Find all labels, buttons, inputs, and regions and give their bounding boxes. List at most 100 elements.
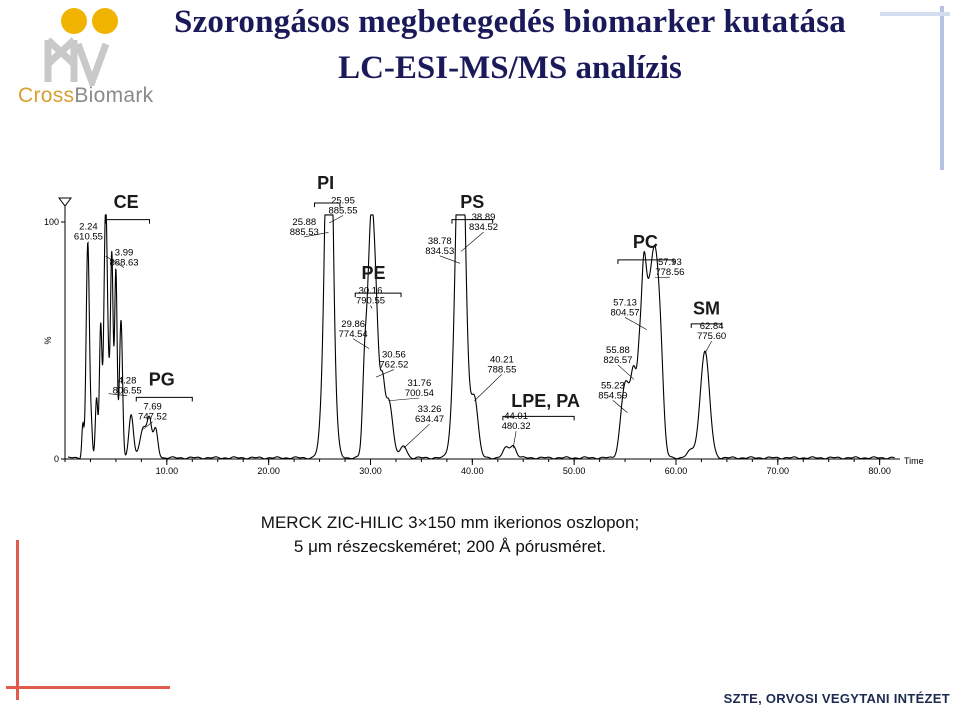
logo-text-cross: Cross <box>18 84 75 107</box>
peak-leader-line <box>143 421 153 430</box>
peak-mz-label: 747.52 <box>138 412 167 423</box>
title-line2: LC-ESI-MS/MS analízis <box>338 50 682 86</box>
class-label: SM <box>693 298 720 318</box>
peak-mz-label: 885.55 <box>328 206 357 217</box>
peak-leader-line <box>403 423 430 449</box>
class-bracket <box>690 323 723 328</box>
peak-leader-line <box>105 255 125 268</box>
class-bracket <box>451 219 494 224</box>
peak-leader-line <box>439 255 460 264</box>
class-bracket <box>502 415 575 421</box>
peak-mz-label: 788.55 <box>487 364 516 375</box>
accent-line-bottom-left-vertical <box>16 540 19 700</box>
peak-leader-line <box>370 305 373 309</box>
peak-rt-label: 62.84 <box>700 321 724 332</box>
peak-mz-label: 806.55 <box>113 386 142 397</box>
class-label: PG <box>149 370 175 390</box>
peak-leader-line <box>460 231 484 252</box>
peak-mz-label: 610.55 <box>74 232 103 243</box>
y-tick-label: 0 <box>54 454 59 464</box>
class-label: PE <box>362 263 386 283</box>
peak-rt-label: 57.93 <box>658 257 682 268</box>
class-label: PC <box>633 232 658 252</box>
x-tick-label: 10.00 <box>156 466 179 476</box>
peak-mz-label: 634.47 <box>415 414 444 425</box>
chromatogram-chart: 0 100% 10.00 20.00 30.00 40.00 50.00 60.00 70.00… <box>43 173 924 476</box>
peak-mz-label: 854.59 <box>598 390 627 401</box>
peak-rt-label: 57.13 <box>613 297 637 308</box>
peak-leader-line <box>108 393 128 396</box>
x-tick-label: 70.00 <box>767 466 790 476</box>
class-label: CE <box>114 192 139 212</box>
accent-line-bottom-left-horizontal <box>6 686 170 689</box>
y-axis-marker-icon <box>58 197 72 212</box>
class-bracket <box>105 219 151 224</box>
x-tick-label: 30.00 <box>359 466 382 476</box>
peak-rt-label: 33.26 <box>418 404 442 415</box>
x-tick-label: 20.00 <box>257 466 280 476</box>
peak-rt-label: 30.16 <box>359 286 383 297</box>
peak-rt-label: 38.89 <box>472 212 496 223</box>
peak-rt-label: 7.69 <box>143 402 162 413</box>
peak-leader-line <box>304 232 329 238</box>
x-tick-label: 40.00 <box>461 466 484 476</box>
chromatogram-trace <box>67 214 895 460</box>
peak-leader-line <box>474 374 503 401</box>
peak-mz-label: 885.53 <box>290 227 319 238</box>
peak-leader-line <box>704 340 712 354</box>
x-tick-label: 60.00 <box>665 466 688 476</box>
peak-rt-label: 25.95 <box>331 196 355 207</box>
peak-leader-line <box>512 431 517 449</box>
peak-mz-label: 888.63 <box>110 258 139 269</box>
caption-line2: 5 μm részecskeméret; 200 Å pórusméret. <box>293 537 607 556</box>
peak-mz-label: 775.60 <box>697 331 726 342</box>
peak-rt-label: 29.86 <box>341 319 365 330</box>
peak-rt-label: 4.28 <box>118 376 137 387</box>
logo-text-biomark: Biomark <box>74 84 154 107</box>
logo-text: CrossBiomark <box>18 84 153 108</box>
peak-leader-line <box>329 215 344 224</box>
peak-mz-label: 834.53 <box>425 246 454 257</box>
title-line1: Szorongásos megbetegedés biomarker kutat… <box>174 4 846 40</box>
peak-rt-label: 40.21 <box>490 354 514 365</box>
peak-mz-label: 834.52 <box>469 222 498 233</box>
peak-mz-label: 762.52 <box>379 360 408 371</box>
x-tick-label: 50.00 <box>563 466 586 476</box>
peak-leader-line <box>388 397 420 402</box>
crossbiomark-logo: CrossBiomark <box>18 4 153 114</box>
peak-mz-label: 778.56 <box>655 267 684 278</box>
class-label: PS <box>460 192 484 212</box>
accent-line-top-right-horizontal <box>880 12 950 16</box>
class-bracket <box>313 202 341 208</box>
caption-line1: MERCK ZIC-HILIC 3×150 mm ikerionos oszlo… <box>260 513 640 532</box>
class-bracket <box>354 292 402 298</box>
peak-leader-line <box>612 400 628 413</box>
peak-leader-line <box>624 317 647 330</box>
y-axis-label: % <box>43 336 53 344</box>
peak-mz-label: 774.54 <box>339 329 368 340</box>
class-bracket <box>617 259 675 264</box>
peak-leader-line <box>376 369 395 378</box>
peak-mz-label: 700.54 <box>405 388 434 399</box>
class-bracket <box>135 396 193 402</box>
peak-mz-label: 480.32 <box>502 421 531 432</box>
peak-rt-label: 30.56 <box>382 350 406 361</box>
peak-leader-line <box>353 338 370 349</box>
logo-mark-icon <box>44 8 118 93</box>
peak-rt-label: 31.76 <box>407 378 431 389</box>
x-axis-label: Time <box>904 456 924 466</box>
peak-mz-label: 826.57 <box>603 355 632 366</box>
footer-institution: SZTE, ORVOSI VEGYTANI INTÉZET <box>723 691 950 706</box>
peak-leader-line <box>617 364 635 380</box>
peak-mz-label: 790.55 <box>356 296 385 307</box>
class-label: LPE, PA <box>511 391 580 411</box>
peak-rt-label: 38.78 <box>428 236 452 247</box>
x-tick-label: 80.00 <box>868 466 891 476</box>
class-label: PI <box>317 173 334 193</box>
peak-rt-label: 55.88 <box>606 345 630 356</box>
peak-rt-label: 3.99 <box>115 248 134 259</box>
peak-mz-label: 804.57 <box>611 307 640 318</box>
y-tick-label: 100 <box>44 217 59 227</box>
accent-line-top-right-vertical <box>940 6 944 170</box>
peak-leader-line <box>87 241 89 245</box>
